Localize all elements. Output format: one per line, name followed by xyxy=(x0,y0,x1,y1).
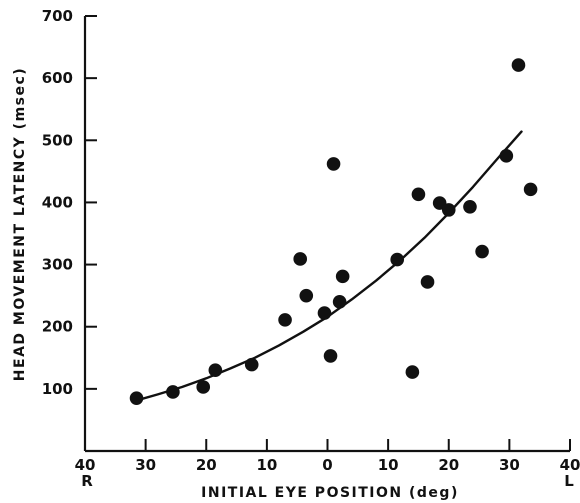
data-point xyxy=(405,365,420,379)
x-direction-label-left: R xyxy=(81,472,93,490)
data-point xyxy=(420,275,435,289)
data-point xyxy=(244,357,259,372)
data-point xyxy=(299,288,314,303)
data-point xyxy=(463,199,477,214)
x-direction-label-right: L xyxy=(564,472,574,490)
x-tick-label: 30 xyxy=(135,456,156,474)
data-point xyxy=(411,187,426,202)
y-axis-title: HEAD MOVEMENT LATENCY (msec) xyxy=(12,67,28,381)
data-point xyxy=(335,269,350,284)
data-point xyxy=(326,157,341,171)
x-tick-label: 10 xyxy=(256,456,277,474)
y-tick-label: 600 xyxy=(42,69,73,87)
y-tick-label: 400 xyxy=(42,193,73,211)
data-point xyxy=(475,244,489,259)
x-tick-label: 30 xyxy=(499,456,520,474)
data-point xyxy=(523,182,538,197)
y-tick-label: 700 xyxy=(42,7,73,25)
data-point xyxy=(278,313,292,327)
data-point xyxy=(511,58,526,72)
data-point xyxy=(332,295,347,309)
data-point xyxy=(499,149,514,163)
data-point xyxy=(166,385,180,399)
x-tick-label: 40 xyxy=(75,456,96,474)
data-point xyxy=(129,391,144,405)
y-tick-label: 100 xyxy=(42,380,73,398)
y-tick-label: 200 xyxy=(42,318,73,336)
data-point xyxy=(317,306,332,320)
data-point xyxy=(323,349,338,363)
data-points-layer xyxy=(129,58,538,405)
x-tick-label: 20 xyxy=(438,456,459,474)
x-axis-title: INITIAL EYE POSITION (deg) xyxy=(201,485,459,501)
data-point xyxy=(293,252,308,266)
axes xyxy=(83,16,570,453)
x-tick-label: 0 xyxy=(322,456,332,474)
data-point xyxy=(390,252,405,267)
data-point xyxy=(441,203,456,217)
y-tick-label: 500 xyxy=(42,131,73,149)
x-tick-label: 10 xyxy=(378,456,399,474)
x-tick-label: 20 xyxy=(196,456,217,474)
data-point xyxy=(196,380,211,394)
data-point xyxy=(208,363,223,378)
x-tick-label: 40 xyxy=(560,456,580,474)
y-tick-label: 300 xyxy=(42,256,73,274)
